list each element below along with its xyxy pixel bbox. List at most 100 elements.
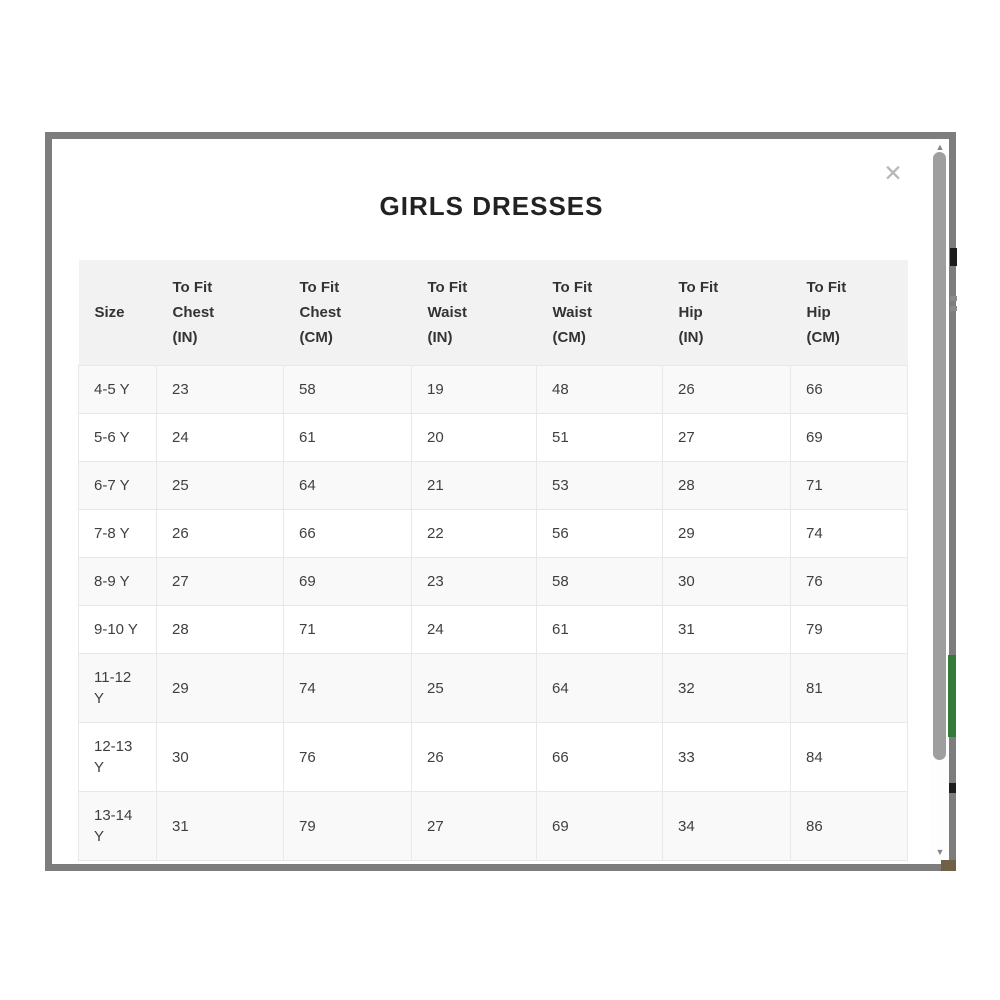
- measurement-cell: 21: [411, 461, 537, 510]
- measurement-cell: 71: [790, 461, 908, 510]
- measurement-cell: 26: [411, 722, 537, 792]
- measurement-cell: 23: [156, 365, 284, 414]
- measurement-cell: 86: [790, 791, 908, 861]
- measurement-cell: 56: [536, 509, 663, 558]
- table-row: 9-10 Y 28 71 24 61 31 79: [78, 605, 908, 654]
- modal-title: GIRLS DRESSES: [379, 191, 604, 221]
- measurement-cell: 22: [411, 509, 537, 558]
- background-artifact-tan: [941, 860, 956, 871]
- measurement-cell: 26: [156, 509, 284, 558]
- close-button[interactable]: ✕: [879, 160, 907, 188]
- measurement-cell: 19: [411, 365, 537, 414]
- size-cell: 13-14 Y: [78, 791, 157, 861]
- scroll-up-button[interactable]: ▲: [931, 140, 949, 154]
- measurement-cell: 26: [662, 365, 791, 414]
- background-artifact-gray: [950, 306, 957, 311]
- background-artifact-dark: [950, 248, 957, 266]
- measurement-cell: 81: [790, 653, 908, 723]
- measurement-cell: 29: [662, 509, 791, 558]
- column-header: To Fit Chest (CM): [283, 260, 412, 366]
- measurement-cell: 64: [536, 653, 663, 723]
- chevron-down-icon: ▼: [935, 847, 945, 857]
- measurement-cell: 48: [536, 365, 663, 414]
- measurement-cell: 76: [283, 722, 412, 792]
- measurement-cell: 79: [790, 605, 908, 654]
- measurement-cell: 51: [536, 413, 663, 462]
- measurement-cell: 25: [411, 653, 537, 723]
- background-artifact-dark: [949, 783, 956, 793]
- table-row: 13-14 Y 31 79 27 69 34 86: [78, 791, 908, 861]
- column-header: To Fit Waist (IN): [411, 260, 537, 366]
- measurement-cell: 69: [790, 413, 908, 462]
- measurement-cell: 25: [156, 461, 284, 510]
- table-row: 8-9 Y 27 69 23 58 30 76: [78, 557, 908, 606]
- measurement-cell: 74: [283, 653, 412, 723]
- size-table: Size To Fit Chest (IN) To Fit Chest (CM) To…: [78, 260, 908, 861]
- chevron-up-icon: ▲: [935, 142, 945, 152]
- measurement-cell: 34: [662, 791, 791, 861]
- measurement-cell: 66: [536, 722, 663, 792]
- size-cell: 4-5 Y: [78, 365, 157, 414]
- table-header: Size To Fit Chest (IN) To Fit Chest (CM) To…: [78, 260, 908, 366]
- size-cell: 6-7 Y: [78, 461, 157, 510]
- measurement-cell: 33: [662, 722, 791, 792]
- scrollbar-thumb[interactable]: [933, 152, 946, 760]
- size-cell: 8-9 Y: [78, 557, 157, 606]
- measurement-cell: 23: [411, 557, 537, 606]
- measurement-cell: 27: [156, 557, 284, 606]
- measurement-cell: 28: [662, 461, 791, 510]
- measurement-cell: 31: [662, 605, 791, 654]
- background-artifact-green: [948, 655, 956, 737]
- size-chart-modal: ✕ GIRLS DRESSES Size To Fit Chest (IN) To …: [45, 132, 956, 871]
- measurement-cell: 30: [662, 557, 791, 606]
- table-row: 4-5 Y 23 58 19 48 26 66: [78, 365, 908, 414]
- table-row: 11-12 Y 29 74 25 64 32 81: [78, 653, 908, 723]
- measurement-cell: 61: [283, 413, 412, 462]
- table-row: 5-6 Y 24 61 20 51 27 69: [78, 413, 908, 462]
- column-header: To Fit Waist (CM): [536, 260, 663, 366]
- measurement-cell: 64: [283, 461, 412, 510]
- measurement-cell: 29: [156, 653, 284, 723]
- measurement-cell: 32: [662, 653, 791, 723]
- size-cell: 7-8 Y: [78, 509, 157, 558]
- size-cell: 11-12 Y: [78, 653, 157, 723]
- measurement-cell: 71: [283, 605, 412, 654]
- measurement-cell: 53: [536, 461, 663, 510]
- table-row: 6-7 Y 25 64 21 53 28 71: [78, 461, 908, 510]
- size-cell: 5-6 Y: [78, 413, 157, 462]
- measurement-cell: 30: [156, 722, 284, 792]
- measurement-cell: 61: [536, 605, 663, 654]
- measurement-cell: 58: [283, 365, 412, 414]
- measurement-cell: 66: [283, 509, 412, 558]
- measurement-cell: 24: [156, 413, 284, 462]
- table-row: 7-8 Y 26 66 22 56 29 74: [78, 509, 908, 558]
- measurement-cell: 84: [790, 722, 908, 792]
- measurement-cell: 76: [790, 557, 908, 606]
- measurement-cell: 79: [283, 791, 412, 861]
- measurement-cell: 27: [411, 791, 537, 861]
- measurement-cell: 24: [411, 605, 537, 654]
- column-header: To Fit Hip (IN): [662, 260, 791, 366]
- measurement-cell: 27: [662, 413, 791, 462]
- close-icon: ✕: [883, 161, 903, 187]
- measurement-cell: 58: [536, 557, 663, 606]
- column-header: To Fit Hip (CM): [790, 260, 908, 366]
- measurement-cell: 69: [536, 791, 663, 861]
- table-row: 12-13 Y 30 76 26 66 33 84: [78, 722, 908, 792]
- measurement-cell: 28: [156, 605, 284, 654]
- column-header: To Fit Chest (IN): [156, 260, 284, 366]
- measurement-cell: 20: [411, 413, 537, 462]
- measurement-cell: 31: [156, 791, 284, 861]
- header-row: Size To Fit Chest (IN) To Fit Chest (CM) To…: [78, 260, 908, 366]
- background-artifact-gray: [950, 296, 957, 301]
- size-cell: 9-10 Y: [78, 605, 157, 654]
- column-header: Size: [78, 260, 157, 366]
- measurement-cell: 66: [790, 365, 908, 414]
- measurement-cell: 74: [790, 509, 908, 558]
- size-cell: 12-13 Y: [78, 722, 157, 792]
- scroll-down-button[interactable]: ▼: [931, 845, 949, 859]
- scrollbar[interactable]: ▲ ▼: [931, 139, 949, 864]
- measurement-cell: 69: [283, 557, 412, 606]
